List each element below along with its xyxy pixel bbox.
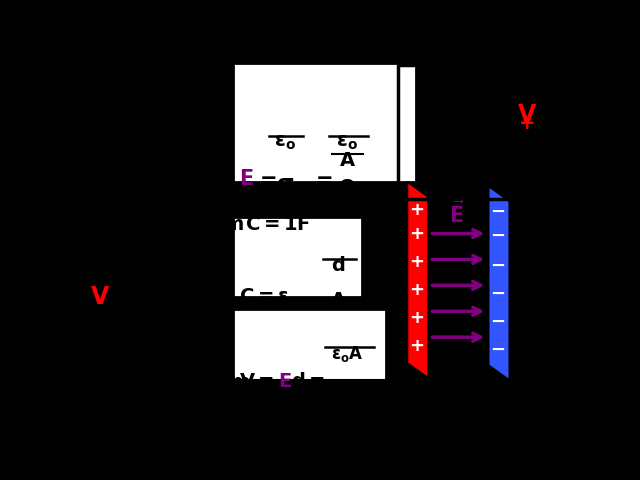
Text: $\mathbf{A =}$: $\mathbf{A =}$	[66, 215, 104, 235]
Text: $\mathbf{=}$: $\mathbf{=}$	[311, 168, 332, 189]
Text: $\varepsilon_o$: $\varepsilon_o$	[25, 370, 49, 394]
Text: $\mathbf{V = }$: $\mathbf{V = }$	[239, 372, 274, 391]
Text: −: −	[490, 285, 506, 303]
Text: −: −	[490, 203, 506, 221]
Text: $\mathbf{\varepsilon_o}$: $\mathbf{\varepsilon_o}$	[170, 122, 191, 142]
Text: −: −	[490, 313, 506, 331]
Text: −: −	[490, 227, 506, 245]
Text: $\vec{\mathbf{E}}$: $\vec{\mathbf{E}}$	[449, 200, 465, 227]
Text: $\mathbf{=}$: $\mathbf{=}$	[132, 313, 161, 341]
Text: $\mathbf{d = 1mm}$: $\mathbf{d = 1mm}$	[152, 215, 244, 234]
Text: using Gauss' Law: using Gauss' Law	[25, 188, 199, 206]
Bar	[233, 309, 386, 380]
Text: +: +	[519, 114, 536, 133]
Text: $\mathbf{E}$: $\mathbf{E}$	[278, 372, 292, 391]
Text: $\mathbf{?}$: $\mathbf{?}$	[115, 220, 133, 250]
Text: $\mathbf{A}$: $\mathbf{A}$	[517, 316, 536, 336]
Text: $\mathbf{\varepsilon_o}$: $\mathbf{\varepsilon_o}$	[336, 133, 358, 152]
Bar	[233, 217, 362, 297]
Text: $\mathbf{=}$: $\mathbf{=}$	[255, 168, 276, 189]
Text: $\mathbf{d}$: $\mathbf{d}$	[331, 256, 345, 276]
Text: $\mathbf{V}$: $\mathbf{V}$	[90, 285, 111, 309]
Text: $\mathbf{A}$: $\mathbf{A}$	[339, 151, 356, 169]
Text: +: +	[409, 201, 424, 219]
Text: $= 8.85 \times 10^{-12}$F/m: $= 8.85 \times 10^{-12}$F/m	[64, 370, 251, 394]
Text: $\mathbf{V}$: $\mathbf{V}$	[518, 103, 538, 127]
Text: $\mathbf{ex.}$: $\mathbf{ex.}$	[25, 215, 61, 235]
Text: +: +	[409, 225, 424, 242]
Text: $\mathbf{Q}$: $\mathbf{Q}$	[173, 331, 196, 358]
Bar	[233, 63, 416, 181]
Text: $\mathbf{\sigma}$: $\mathbf{\sigma}$	[276, 174, 294, 194]
Text: +: +	[409, 281, 424, 299]
Text: +: +	[409, 337, 424, 355]
Text: $\mathbf{=}$: $\mathbf{=}$	[140, 149, 163, 173]
Text: $\mathbf{\varepsilon_o}$: $\mathbf{\varepsilon_o}$	[274, 133, 296, 152]
Text: $\mathbf{\varepsilon_o A}$: $\mathbf{\varepsilon_o A}$	[148, 256, 186, 278]
Text: $\mathbf{A}$: $\mathbf{A}$	[330, 291, 346, 310]
Text: $\int \vec{\mathbf{E}} \cdot d\vec{\mathbf{A}}$: $\int \vec{\mathbf{E}} \cdot d\vec{\math…	[25, 149, 111, 186]
Text: +: +	[409, 309, 424, 327]
Text: $\mathbf{E}$: $\mathbf{E}$	[239, 168, 253, 189]
Text: $\mathbf{Q}$: $\mathbf{Q}$	[339, 177, 356, 197]
Text: $\mathbf{C = 1F}$: $\mathbf{C = 1F}$	[244, 215, 310, 234]
Text: −: −	[490, 257, 506, 275]
Polygon shape	[488, 186, 509, 380]
Text: +: +	[409, 252, 424, 271]
Text: $\mathbf{C = \varepsilon_o}$: $\mathbf{C = \varepsilon_o}$	[239, 287, 299, 308]
Text: $\mathbf{\varepsilon_o A}$: $\mathbf{\varepsilon_o A}$	[332, 344, 364, 364]
Text: Physics Review: E&M Capacitors and Capacitance: Physics Review: E&M Capacitors and Capac…	[70, 447, 570, 466]
Text: $\mathbf{d}$: $\mathbf{d}$	[451, 396, 465, 415]
Text: $\mathbf{d =}$: $\mathbf{d =}$	[291, 372, 325, 391]
Bar	[398, 65, 545, 199]
Text: $\mathbf{Qd}$: $\mathbf{Qd}$	[333, 377, 362, 397]
Text: $\mathbf{Q}$: $\mathbf{Q}$	[89, 328, 112, 356]
Text: −: −	[490, 341, 506, 359]
Text: $\mathbf{Q_{inside}}$: $\mathbf{Q_{inside}}$	[148, 162, 212, 183]
Text: #2 Capacitance and the Electric Field: #2 Capacitance and the Electric Field	[270, 402, 591, 417]
Text: $\mathbf{Qd}$: $\mathbf{Qd}$	[148, 285, 179, 306]
Polygon shape	[407, 181, 428, 378]
Text: $\mathbf{C =}$: $\mathbf{C =}$	[25, 313, 76, 341]
